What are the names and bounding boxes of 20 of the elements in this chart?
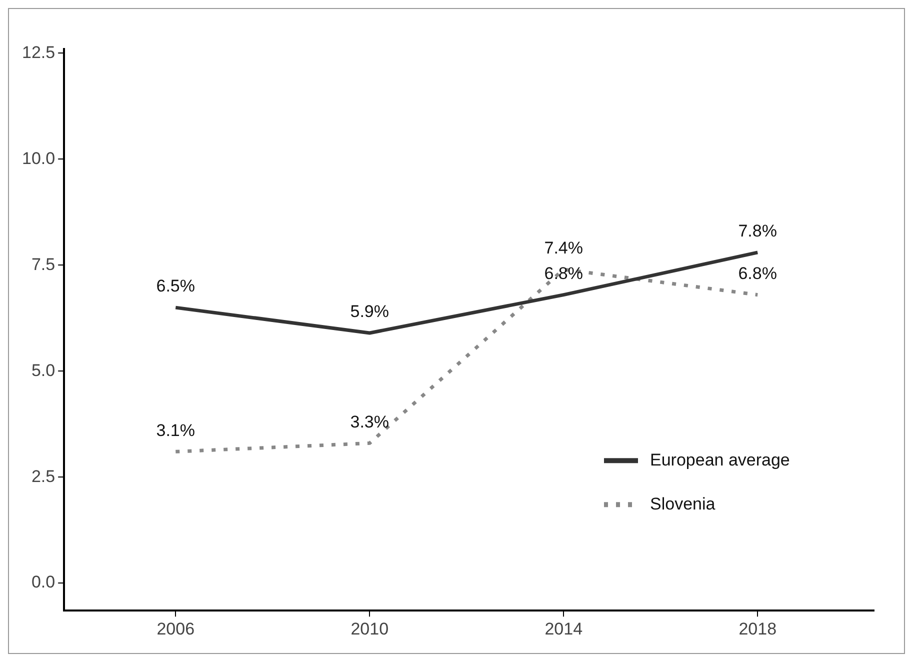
- legend-label: European average: [650, 450, 790, 470]
- x-tick-label: 2014: [544, 619, 583, 638]
- x-tick-label: 2006: [156, 619, 195, 638]
- legend-label: Slovenia: [650, 494, 716, 514]
- data-label: 5.9%: [350, 302, 389, 322]
- data-label: 3.1%: [156, 420, 196, 440]
- y-tick-label: 2.5: [31, 466, 56, 486]
- x-tick-label: 2018: [738, 619, 777, 638]
- y-tick-label: 7.5: [31, 254, 56, 274]
- data-label: 3.3%: [350, 412, 389, 432]
- y-tick-label: 5.0: [31, 360, 56, 380]
- data-label: 6.5%: [156, 276, 196, 296]
- y-tick-label: 0.0: [31, 572, 56, 592]
- data-label: 7.8%: [738, 222, 777, 241]
- data-label: 6.8%: [544, 264, 583, 284]
- y-tick-label: 10.0: [22, 148, 56, 168]
- x-tick-label: 2010: [350, 619, 389, 638]
- data-label: 7.4%: [544, 238, 583, 258]
- data-label: 6.8%: [738, 264, 777, 284]
- y-tick-label: 12.5: [22, 42, 56, 62]
